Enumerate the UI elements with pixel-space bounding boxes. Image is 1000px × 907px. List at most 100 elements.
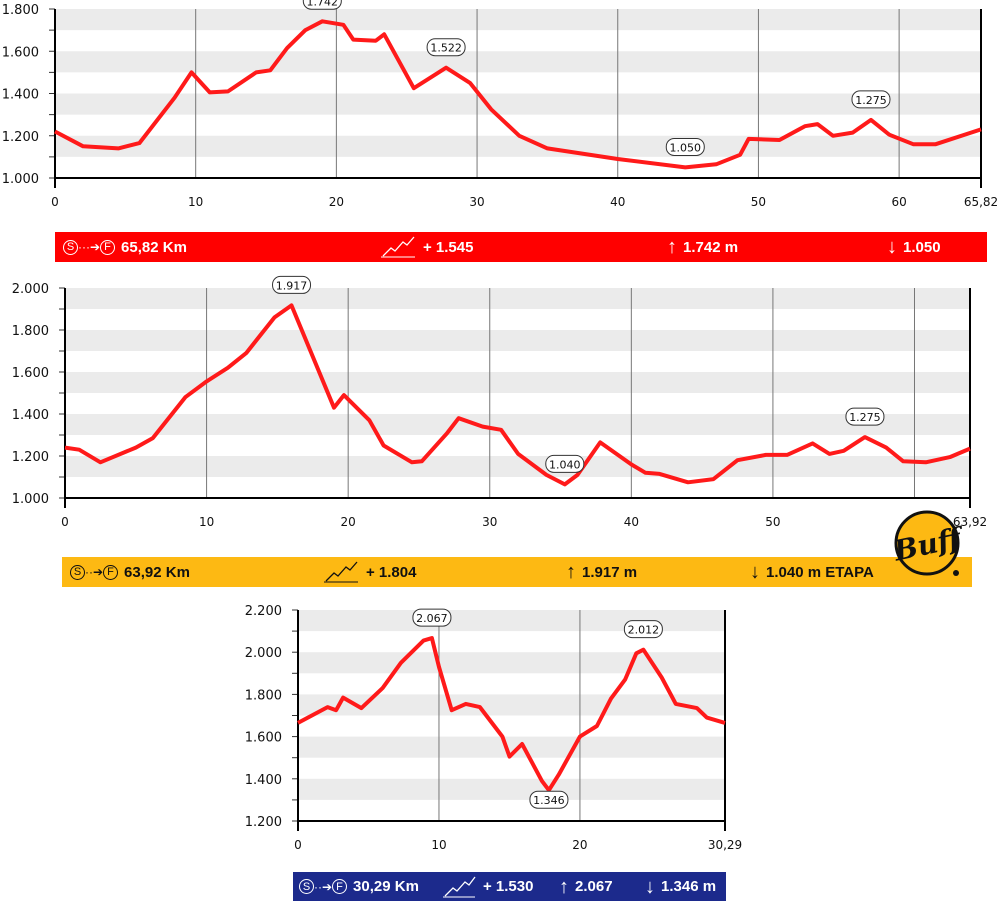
y-tick-label: 1.200: [2, 130, 39, 145]
elevation-chart-3: 1.200 1.400 1.600 1.800 2.000 2.200 0 10 20 30,29…: [245, 604, 742, 852]
stage2-summary-bar: S ··➔ F 63,92 Km + 1.804 ↑ 1.917 m ↓ 1.040…: [62, 557, 972, 587]
y-tick-label: 1.000: [2, 172, 39, 187]
x-tick-label: 60: [891, 195, 906, 209]
peak-label: 1.275: [849, 411, 881, 424]
x-tick-label: 0: [51, 195, 59, 209]
distance-stat: S ··➔ F 63,92 Km: [70, 564, 190, 581]
max-value: 1.917 m: [582, 563, 638, 581]
peak-label: 1.346: [533, 794, 565, 807]
x-tick-label: 40: [610, 195, 625, 209]
stage3-summary-bar: S ··➔ F 30,29 Km + 1.530 ↑ 2.067 ↓ 1.346 m: [293, 872, 726, 901]
peak-label-box: [302, 0, 342, 10]
elevation-line: [64, 303, 971, 487]
y-tick-label: 1.800: [2, 3, 39, 18]
x-tick-label: 10: [188, 195, 203, 209]
gain-value: + 1.545: [423, 238, 474, 256]
grid-band: [298, 652, 725, 674]
y-tick-label: 1.400: [12, 408, 49, 423]
grid-band: [65, 288, 970, 309]
y-tick-label: 1.600: [12, 366, 49, 381]
min-value: 1.040 m ETAPA: [766, 563, 874, 581]
buff-logo: Buff: [893, 510, 963, 576]
grid-band: [65, 330, 970, 351]
grid-band: [55, 9, 981, 31]
max-stat: ↑ 1.742 m: [667, 237, 738, 257]
x-tick-label: 30: [469, 195, 484, 209]
grid-band: [55, 51, 981, 73]
x-tick-label: 30: [482, 515, 497, 529]
peak-label: 1.040: [549, 458, 581, 471]
y-tick-label: 1.800: [245, 688, 282, 703]
x-tick-label: 0: [61, 515, 69, 529]
max-stat: ↑ 2.067: [559, 877, 613, 897]
y-tick-label: 2.200: [245, 604, 282, 619]
distance-value: 63,92 Km: [124, 563, 190, 581]
max-stat: ↑ 1.917 m: [566, 562, 637, 582]
max-value: 2.067: [575, 878, 613, 895]
peak-label-box: [545, 454, 585, 473]
peak-label: 2.067: [416, 612, 448, 625]
grid-band: [55, 135, 981, 157]
distance-stat: S ··➔ F 30,29 Km: [299, 878, 419, 895]
x-tick-label: 20: [329, 195, 344, 209]
peak-label-box: [426, 38, 466, 57]
gain-stat: + 1.545: [381, 236, 473, 258]
elevation-gain-icon: [443, 876, 476, 897]
x-tick-label: 50: [751, 195, 766, 209]
x-tick-label: 50: [765, 515, 780, 529]
max-value: 1.742 m: [683, 238, 739, 256]
y-tick-label: 1.000: [12, 492, 49, 507]
arrow-up-icon: ↑: [559, 875, 569, 898]
peak-label: 1.742: [307, 0, 339, 8]
elevation-gain-icon: [324, 561, 358, 583]
grid-band: [65, 372, 970, 393]
peak-label: 1.275: [855, 94, 887, 107]
grid-band: [298, 736, 725, 758]
arrow-down-icon: ↓: [645, 875, 655, 898]
y-tick-label: 1.200: [245, 815, 282, 830]
y-tick-label: 1.600: [245, 731, 282, 746]
peak-label: 1.050: [670, 141, 702, 154]
grid-band: [55, 93, 981, 115]
peak-label-box: [623, 620, 663, 639]
gain-value: + 1.530: [483, 878, 534, 895]
min-stat: ↓ 1.040 m ETAPA: [750, 562, 874, 582]
arrow-up-icon: ↑: [566, 561, 576, 583]
elevation-gain-icon: [381, 236, 415, 258]
grid-band: [298, 778, 725, 800]
start-finish-icon: S ···➔ F: [63, 239, 116, 255]
min-value: 1.050: [903, 238, 941, 256]
x-tick-label: 20: [341, 515, 356, 529]
distance-value: 30,29 Km: [353, 878, 419, 895]
arrow-up-icon: ↑: [667, 236, 677, 258]
peak-label: 1.917: [276, 279, 308, 292]
y-tick-label: 1.400: [245, 773, 282, 788]
elevation-chart-2: 1.000 1.200 1.400 1.600 1.800 2.000 0 10 20 30 40 5…: [12, 275, 987, 529]
gain-stat: + 1.804: [324, 561, 416, 583]
peak-label-box: [851, 90, 891, 109]
stage1-summary-bar: S ···➔ F 65,82 Km + 1.545 ↑ 1.742 m ↓ 1.05…: [55, 232, 987, 262]
peak-label-box: [412, 608, 452, 627]
x-tick-label: 40: [624, 515, 639, 529]
x-tick-label: 10: [199, 515, 214, 529]
grid-band: [65, 414, 970, 435]
min-value: 1.346 m: [661, 878, 717, 895]
elevation-chart-1: 1.000 1.200 1.400 1.600 1.800 0 10 20 30 40 50 60 65…: [2, 0, 998, 209]
peak-label-box: [529, 790, 569, 809]
arrow-down-icon: ↓: [887, 236, 897, 258]
x-tick-label: 10: [431, 838, 446, 852]
elevation-line: [54, 19, 982, 170]
x-tick-label: 30,29: [708, 838, 742, 852]
grid-band: [65, 456, 970, 477]
gain-stat: + 1.530: [443, 876, 533, 898]
x-tick-label: 63,92: [953, 515, 987, 529]
x-tick-label: 0: [294, 838, 302, 852]
y-tick-label: 1.200: [12, 450, 49, 465]
arrow-down-icon: ↓: [750, 561, 760, 583]
min-stat: ↓ 1.050: [887, 237, 941, 257]
peak-label-box: [272, 275, 312, 294]
grid-band: [298, 610, 725, 632]
y-tick-label: 2.000: [12, 282, 49, 297]
min-stat: ↓ 1.346 m: [645, 877, 716, 897]
